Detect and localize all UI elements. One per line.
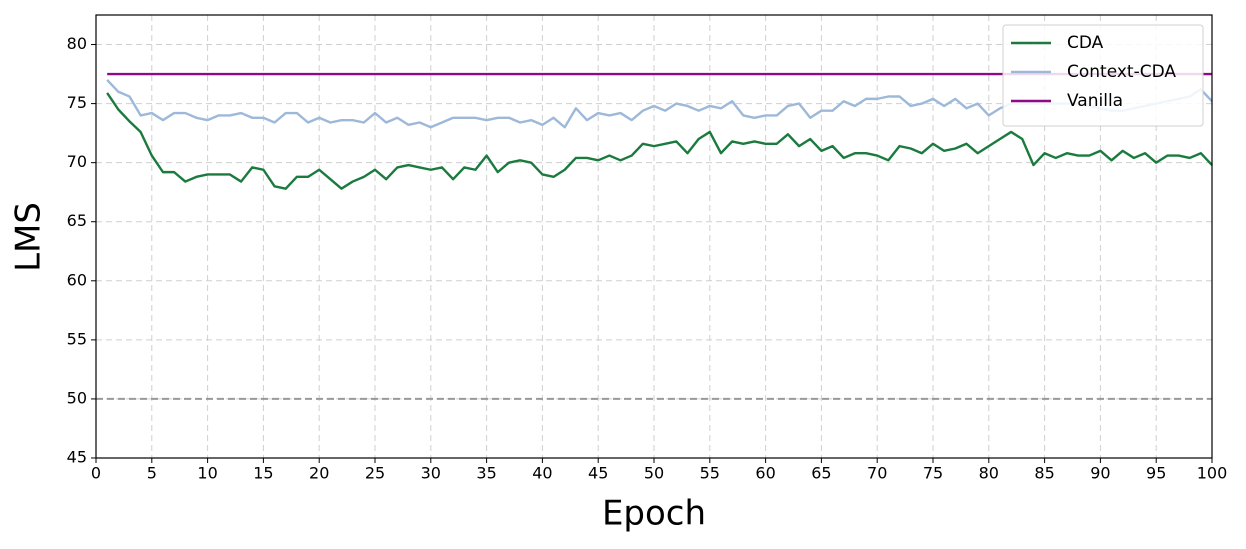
legend: CDA Context-CDA Vanilla xyxy=(1002,24,1204,127)
x-tick-label: 60 xyxy=(755,464,775,483)
y-tick-label: 45 xyxy=(67,448,87,467)
x-tick-label: 45 xyxy=(588,464,608,483)
y-tick-label: 80 xyxy=(67,34,87,53)
legend-label: Context-CDA xyxy=(1067,62,1176,82)
x-axis-label: Epoch xyxy=(602,494,706,534)
x-tick-label: 65 xyxy=(811,464,831,483)
x-tick-label: 70 xyxy=(867,464,887,483)
series-line xyxy=(106,92,1213,190)
legend-label: CDA xyxy=(1067,33,1104,53)
y-tick-label: 75 xyxy=(67,93,87,112)
x-tick-label: 80 xyxy=(979,464,999,483)
x-tick-label: 10 xyxy=(197,464,217,483)
legend-box xyxy=(1002,24,1204,127)
x-tick-label: 85 xyxy=(1034,464,1054,483)
x-tick-label: 5 xyxy=(147,464,157,483)
y-axis-label: LMS xyxy=(9,202,49,272)
x-tick-label: 25 xyxy=(365,464,385,483)
y-tick-label: 70 xyxy=(67,152,87,171)
plot-frame xyxy=(95,14,1213,459)
x-tick-label: 55 xyxy=(700,464,720,483)
y-tick-label: 50 xyxy=(67,388,87,407)
x-tick-label: 95 xyxy=(1146,464,1166,483)
x-tick-label: 35 xyxy=(476,464,496,483)
x-tick-label: 40 xyxy=(532,464,552,483)
x-tick-label: 90 xyxy=(1090,464,1110,483)
x-tick-label: 30 xyxy=(421,464,441,483)
x-tick-label: 0 xyxy=(91,464,101,483)
x-tick-label: 75 xyxy=(923,464,943,483)
legend-label: Vanilla xyxy=(1067,91,1123,111)
x-tick-label: 100 xyxy=(1197,464,1228,483)
y-tick-label: 55 xyxy=(67,329,87,348)
x-tick-label: 50 xyxy=(644,464,664,483)
x-tick-label: 20 xyxy=(309,464,329,483)
y-tick-label: 60 xyxy=(67,270,87,289)
y-tick-label: 65 xyxy=(67,211,87,230)
x-tick-label: 15 xyxy=(253,464,273,483)
